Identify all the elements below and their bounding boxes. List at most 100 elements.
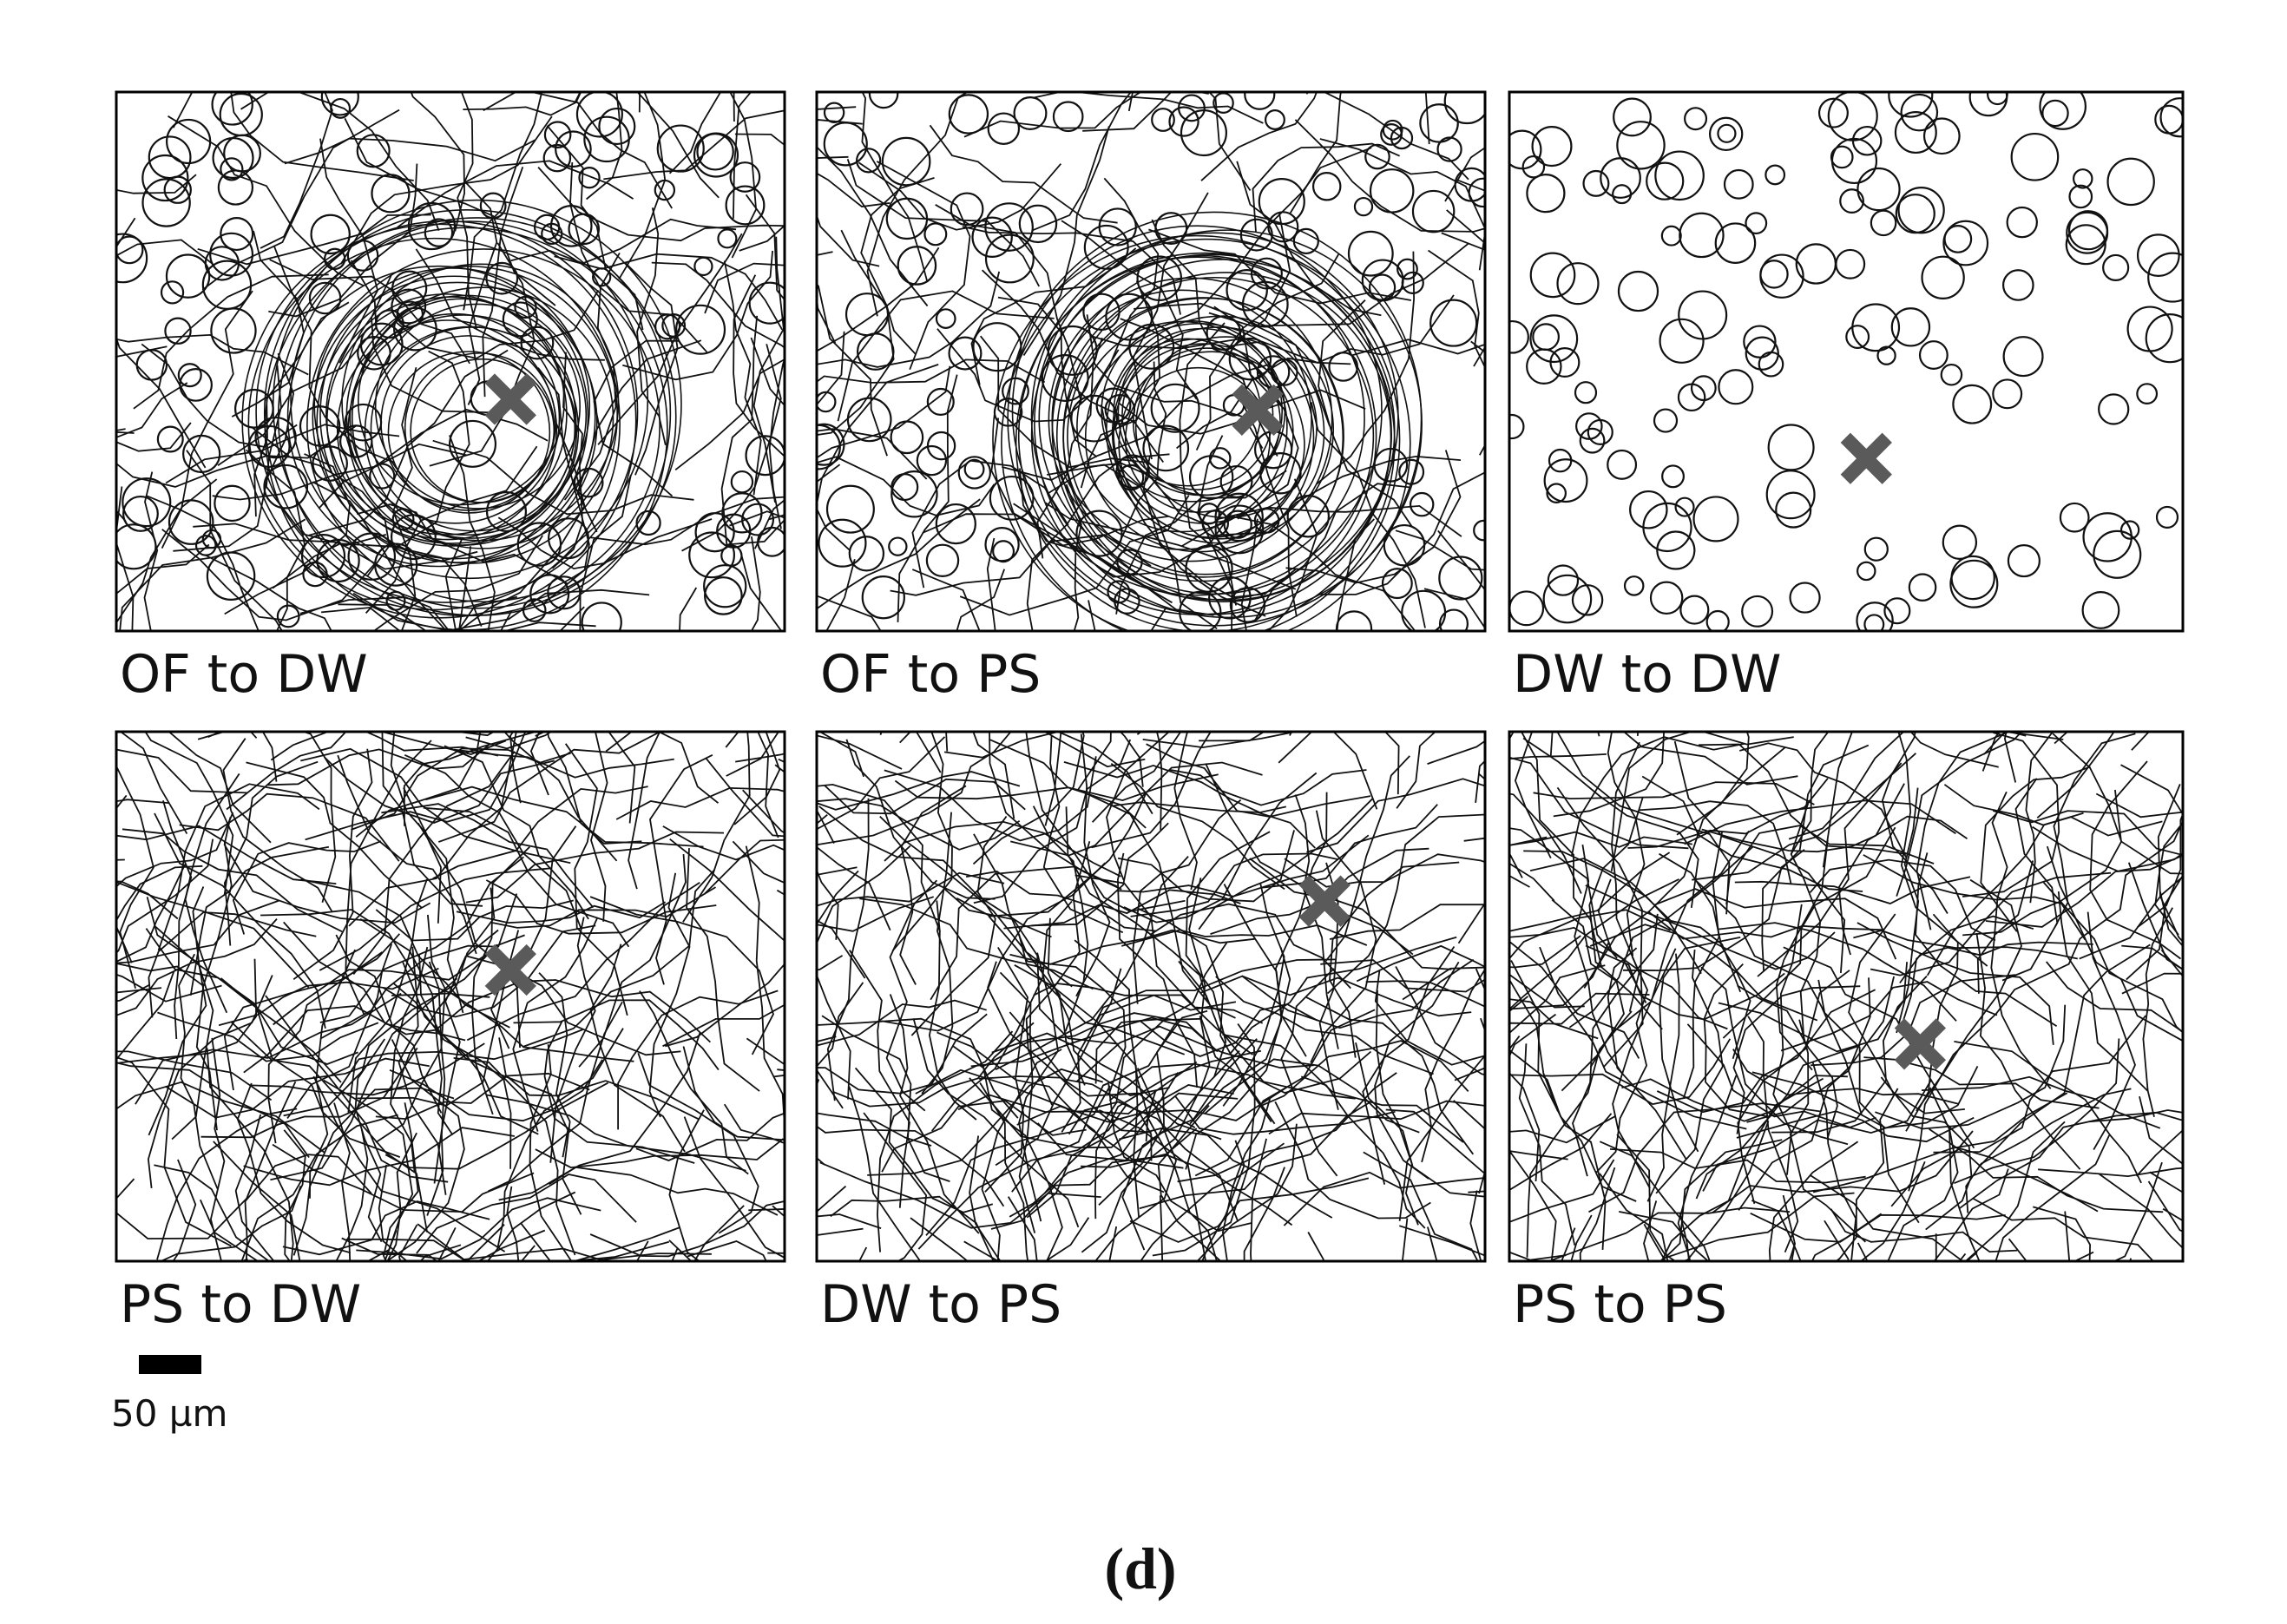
trajectory [1655,950,1724,1194]
trajectory [817,845,911,1109]
trajectory [166,118,212,165]
trajectory [384,1082,609,1170]
trajectory [1747,1016,1799,1253]
trajectory [1509,1013,1557,1059]
trajectory [1789,582,1821,614]
trajectory [1738,742,1908,859]
trajectory [1811,1061,1857,1261]
trajectory [272,199,682,609]
trajectory [635,1112,785,1161]
trajectory [881,862,1107,1032]
trajectory [1738,976,1895,1211]
trajectory [433,929,499,1184]
trajectory [1613,97,1652,137]
trajectory [387,351,551,514]
marker-x [1840,432,1892,484]
trajectory [148,135,192,180]
trajectory [2079,875,2183,960]
trajectory [465,831,725,904]
trajectory [372,535,543,631]
trajectory [988,915,1127,1095]
trajectory [1221,1097,1272,1261]
trajectory [1100,404,1266,617]
trajectory [1157,1105,1265,1261]
trajectory [1732,985,1861,1134]
trajectory [1529,252,1576,299]
trajectory [1132,192,1209,460]
trajectory [1531,126,1573,168]
trajectory [1197,435,1233,631]
trajectory [1098,1109,1207,1261]
trajectory [1617,270,1659,312]
trajectory [1025,841,1091,1106]
trajectory [1835,1088,1899,1261]
trajectory [119,732,188,835]
trajectory [589,496,785,546]
trajectory [1382,119,1403,141]
trajectory [881,1100,1087,1173]
trajectory [1656,530,1696,570]
trajectory [391,270,428,306]
trajectory [2041,99,2069,128]
trajectory [2089,1109,2183,1123]
trajectory [1741,595,1774,628]
trajectory [817,358,1046,384]
trajectory [899,732,1146,768]
trajectory [1629,490,1668,529]
trajectory [116,424,358,488]
trajectory [635,510,661,536]
trajectory [1579,427,1606,454]
trajectory [1116,852,1198,1088]
trajectory [817,999,987,1047]
trajectory [116,1056,232,1247]
trajectory [1509,909,1672,960]
trajectory [1857,922,2054,1045]
trajectory [485,879,717,935]
trajectory [1890,307,1931,347]
panel-bg [1509,92,2183,631]
marker-stroke [1232,384,1284,437]
trajectory [378,732,507,755]
trajectory [705,757,785,838]
trajectory [429,242,536,467]
trajectory [1690,375,1717,402]
trajectory [1322,92,1469,181]
trajectory [243,1002,470,1074]
trajectory [300,747,571,865]
trajectory [1659,937,1741,1153]
trajectory [250,1042,485,1096]
trajectory [1529,858,1742,993]
trajectory [752,236,785,503]
trajectory [881,136,931,187]
trajectory [735,753,785,763]
trajectory [426,961,446,1216]
trajectory [1817,979,1920,1224]
trajectory [234,1114,275,1261]
trajectory [1081,1049,1240,1253]
trajectory [1897,732,1988,967]
trajectory [957,456,992,490]
trajectory [197,214,431,266]
trajectory [1585,884,1836,970]
trajectory [122,495,159,532]
trajectory [1656,989,1876,1114]
trajectory [817,1112,932,1147]
trajectory [116,858,125,861]
trajectory [1117,361,1167,546]
trajectory [1174,1095,1396,1135]
trajectory [2068,184,2093,209]
trajectory [963,92,1209,138]
trajectory [969,1135,1002,1261]
trajectory [1950,555,1995,601]
trajectory [380,335,556,511]
trajectory [1119,389,1366,435]
trajectory [144,732,234,896]
trajectory [1863,536,1889,562]
trajectory [2001,778,2059,982]
trajectory [374,303,581,510]
trajectory [116,764,154,989]
trajectory [1949,1125,1981,1261]
trajectory [1241,280,1289,328]
trajectory [1289,92,1342,214]
trajectory [141,154,189,202]
